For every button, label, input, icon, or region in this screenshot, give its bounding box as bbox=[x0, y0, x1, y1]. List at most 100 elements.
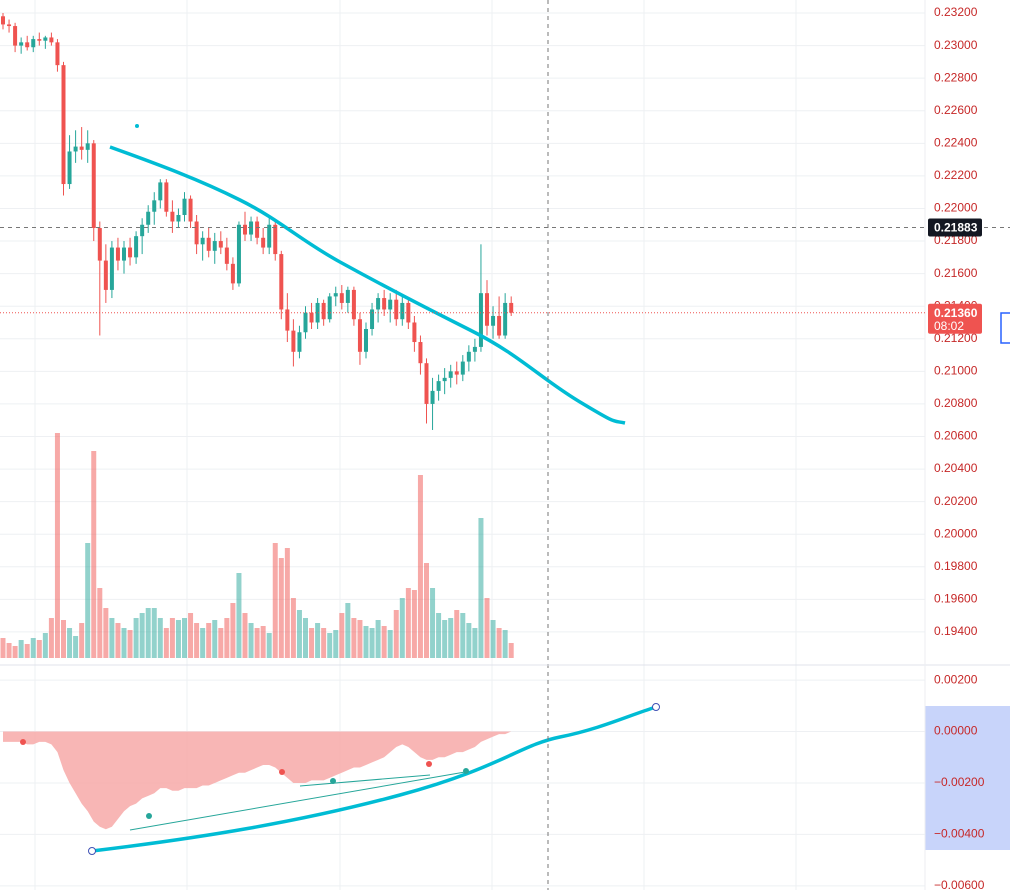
volume-bar bbox=[460, 613, 466, 658]
candle-body bbox=[158, 182, 163, 201]
candle-body bbox=[376, 298, 381, 310]
y-tick-label: 0.00200 bbox=[934, 672, 978, 686]
candle-body bbox=[109, 247, 114, 290]
candle-body bbox=[466, 351, 471, 362]
handle[interactable] bbox=[652, 703, 660, 711]
candle-body bbox=[261, 237, 266, 248]
candle-body bbox=[1, 16, 5, 25]
candle-body bbox=[170, 211, 175, 222]
volume-bar bbox=[508, 643, 514, 658]
volume-bar bbox=[133, 618, 139, 658]
trend-curve[interactable] bbox=[109, 145, 626, 425]
volume-bar bbox=[91, 451, 97, 658]
volume-bar bbox=[151, 608, 157, 658]
candle-body bbox=[279, 254, 284, 310]
candle-body bbox=[472, 346, 477, 352]
last-price-bg bbox=[928, 303, 982, 334]
volume-bar bbox=[296, 610, 302, 658]
candle-body bbox=[357, 319, 362, 352]
volume-bar bbox=[182, 618, 187, 658]
volume-bar bbox=[399, 598, 405, 658]
candle-body bbox=[43, 37, 48, 41]
candle-body bbox=[364, 328, 368, 352]
volume-bar bbox=[157, 618, 163, 658]
volume-bar bbox=[218, 628, 224, 658]
volume-bar bbox=[121, 628, 127, 658]
candle-body bbox=[267, 224, 272, 248]
volume-bar bbox=[230, 603, 236, 658]
y-tick-label: 0.19600 bbox=[934, 592, 978, 606]
trend-line[interactable] bbox=[91, 705, 657, 853]
candle-body bbox=[285, 309, 290, 331]
volume-bar bbox=[30, 638, 36, 658]
y-tick-label: −0.00400 bbox=[934, 827, 985, 841]
y-tick-label: 0.20400 bbox=[934, 461, 978, 475]
candle-body bbox=[273, 224, 278, 255]
candle-body bbox=[212, 241, 217, 251]
candle-body bbox=[309, 312, 314, 323]
pivot bbox=[330, 778, 336, 784]
y-tick-label: 0.21200 bbox=[934, 331, 978, 345]
scale-marker bbox=[1000, 312, 1010, 344]
candle-body bbox=[394, 299, 399, 320]
volume-bar bbox=[18, 640, 24, 658]
pivot bbox=[20, 739, 26, 745]
volume-bar bbox=[266, 633, 272, 658]
volume-bar bbox=[109, 618, 115, 658]
candle-body bbox=[400, 302, 405, 320]
candle-body bbox=[291, 330, 296, 352]
volume-bar bbox=[387, 630, 393, 658]
volume-bar bbox=[236, 573, 242, 658]
candle-body bbox=[97, 228, 102, 261]
divergence-line bbox=[129, 771, 466, 831]
candle-body bbox=[194, 221, 199, 245]
candle-body bbox=[19, 42, 24, 46]
volume-bar bbox=[381, 626, 387, 658]
volume-bar bbox=[97, 588, 103, 658]
candle-body bbox=[49, 37, 54, 43]
volume-bar bbox=[12, 646, 18, 658]
volume-bar bbox=[103, 608, 109, 658]
volume-bar bbox=[284, 548, 290, 658]
volume-bar bbox=[42, 633, 48, 658]
volume-bar bbox=[454, 610, 460, 658]
volume-bar bbox=[363, 626, 369, 658]
candle-body bbox=[442, 377, 447, 382]
candle-body bbox=[345, 289, 350, 303]
candle-body bbox=[485, 293, 489, 326]
candle-body bbox=[85, 143, 90, 150]
volume-bar bbox=[79, 623, 85, 658]
volume-bar bbox=[472, 628, 478, 658]
y-tick-label: 0.19400 bbox=[934, 624, 978, 638]
candle-body bbox=[327, 296, 332, 320]
volume-bar bbox=[411, 590, 417, 658]
volume-bar bbox=[357, 620, 363, 658]
volume-bar bbox=[48, 618, 54, 658]
volume-bar bbox=[466, 623, 472, 658]
volume-bar bbox=[303, 618, 308, 658]
volume-bar bbox=[321, 628, 327, 658]
drawings bbox=[20, 124, 660, 855]
volume-bar bbox=[436, 613, 442, 658]
volume-bar bbox=[375, 620, 381, 658]
y-tick-label: 0.22200 bbox=[934, 168, 978, 182]
volume-bar bbox=[0, 638, 6, 658]
oscillator-area bbox=[3, 731, 512, 830]
volume-bar bbox=[351, 618, 357, 658]
candle-body bbox=[103, 260, 108, 290]
candle-body bbox=[388, 299, 393, 310]
volume-bar bbox=[6, 643, 12, 658]
y-tick-label: 0.21800 bbox=[934, 233, 978, 247]
marker bbox=[135, 124, 139, 128]
candle-body bbox=[236, 224, 241, 284]
candle-body bbox=[218, 241, 223, 248]
pivot bbox=[279, 769, 285, 775]
candle-body bbox=[230, 263, 235, 284]
volume-bar bbox=[405, 588, 411, 658]
oscillator bbox=[3, 731, 512, 830]
handle[interactable] bbox=[88, 847, 96, 855]
volume-bar bbox=[73, 636, 79, 658]
y-tick-label: 0.20000 bbox=[934, 526, 978, 540]
y-tick-label: 0.23000 bbox=[934, 38, 978, 52]
